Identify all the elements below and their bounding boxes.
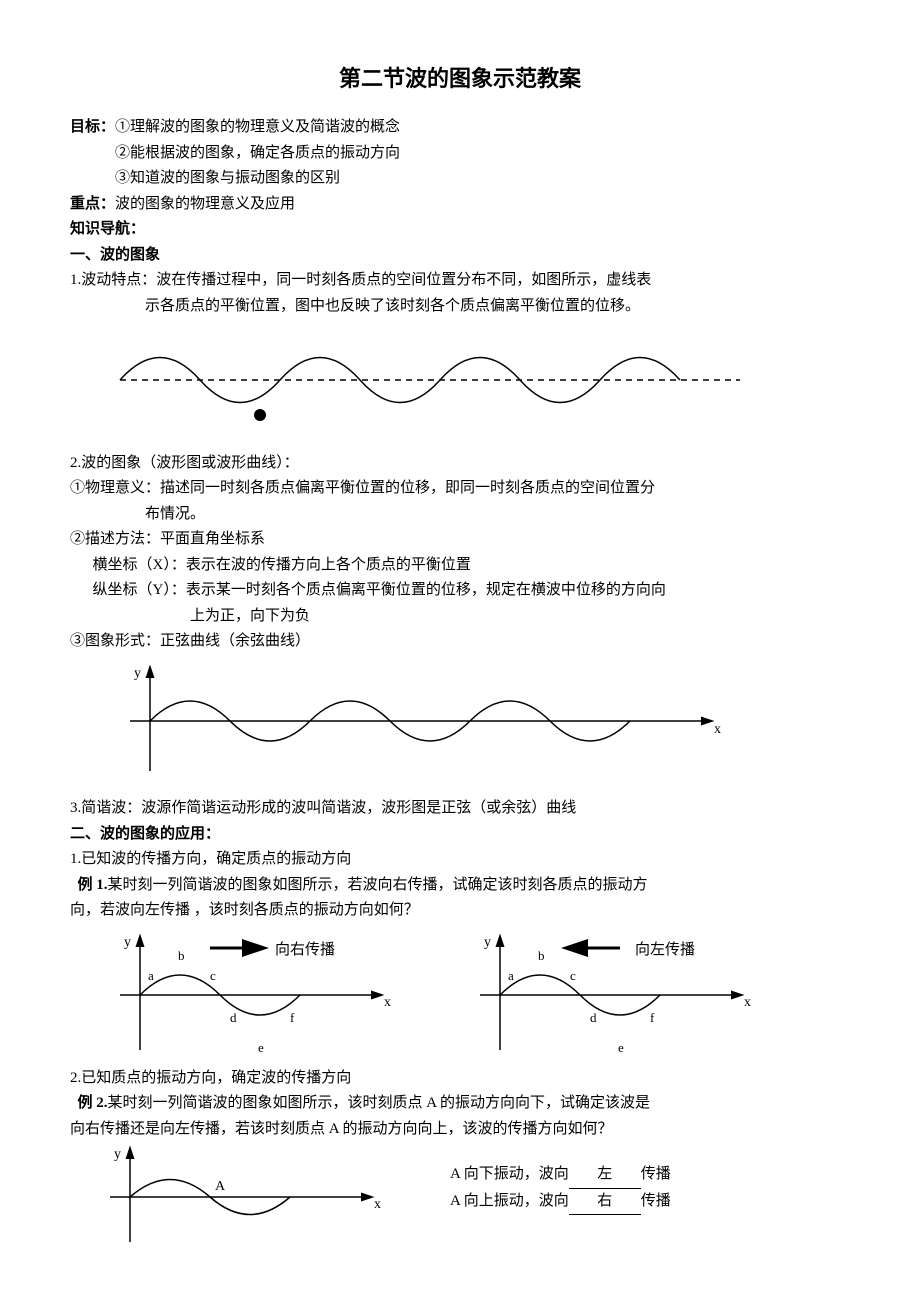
sec1-3-label: 3.简谐波： [70,800,141,816]
figure-ex1-row: y x 向右传播 a b c d e f y x 向左传播 a [90,930,850,1060]
axis-x-label-l: x [384,995,391,1010]
sec2-title: 二、波的图象的应用： [70,822,850,848]
page-title: 第二节波的图象示范教案 [70,60,850,97]
axis-x-label: x [714,722,721,737]
pt-a-r: a [508,968,514,983]
ans2: A 向上振动，波向右传播 [450,1189,671,1216]
goals-line-1: 目标：①理解波的图象的物理意义及简谐波的概念 [70,115,850,141]
sec1-2-2-y2: 上为正，向下为负 [70,604,850,630]
ex2-line-a: 例 2.某时刻一列简谐波的图象如图所示，该时刻质点 A 的振动方向向下，试确定该… [70,1091,850,1117]
pt-d-r: d [590,1010,597,1025]
sec1-2-1-a: 描述同一时刻各质点偏离平衡位置的位移，即同一时刻各质点的空间位置分 [160,480,655,496]
pt-b-r: b [538,948,545,963]
sec1-3: 3.简谐波：波源作简谐运动形成的波叫简谐波，波形图是正弦（或余弦）曲线 [70,796,850,822]
sec2-2: 2.已知质点的振动方向，确定波的传播方向 [70,1066,850,1092]
axis-x-label-ex2: x [374,1197,381,1212]
figure-ex2: y x A [90,1142,390,1252]
nav-label: 知识导航： [70,217,850,243]
ans2-c: 传播 [641,1193,671,1209]
ex2-a: 某时刻一列简谐波的图象如图所示，该时刻质点 A 的振动方向向下，试确定该波是 [108,1095,651,1111]
focus-line: 重点：波的图象的物理意义及应用 [70,192,850,218]
sec2-1: 1.已知波的传播方向，确定质点的振动方向 [70,847,850,873]
pt-a-l: a [148,968,154,983]
sec1-1-text-a: 波在传播过程中，同一时刻各质点的空间位置分布不同，如图所示，虚线表 [156,272,651,288]
pt-f-l: f [290,1010,295,1025]
axis-y-label-l: y [124,935,131,950]
sec1-2-3-text: 正弦曲线（余弦曲线） [160,633,310,649]
pt-b-l: b [178,948,185,963]
dir-right-label: 向右传播 [275,941,335,958]
ans2-a: A 向上振动，波向 [450,1193,569,1209]
sec1-2-3: ③图象形式：正弦曲线（余弦曲线） [70,629,850,655]
ex1-b: 向，若波向左传播 ，该时刻各质点的振动方向如何？ [70,898,850,924]
sec1-2-1-b: 布情况。 [70,502,850,528]
focus-label: 重点： [70,196,115,212]
sec1-title: 一、波的图象 [70,243,850,269]
sec1-2-1-label: ①物理意义： [70,480,160,496]
figure-wave-dashed [110,325,850,445]
ex2-label: 例 2. [78,1095,108,1111]
ans1-a: A 向下振动，波向 [450,1166,569,1182]
sec1-2-2-y1: 纵坐标（Y）：表示某一时刻各个质点偏离平衡位置的位移，规定在横波中位移的方向向 [70,578,850,604]
sec1-2-1: ①物理意义：描述同一时刻各质点偏离平衡位置的位移，即同一时刻各质点的空间位置分 [70,476,850,502]
sec1-2-2-label: ②描述方法： [70,531,160,547]
goals-label: 目标： [70,119,115,135]
pt-c-l: c [210,968,216,983]
pt-e-r: e [618,1040,624,1055]
axis-x-label-r: x [744,995,751,1010]
sec1-1-label: 1.波动特点： [70,272,156,288]
sec1-2-2-x: 横坐标（X）：表示在波的传播方向上各个质点的平衡位置 [70,553,850,579]
pt-c-r: c [570,968,576,983]
dir-left-label: 向左传播 [635,941,695,958]
axis-y-label: y [134,666,141,681]
pt-e-l: e [258,1040,264,1055]
ans1-c: 传播 [641,1166,671,1182]
ex2-b: 向右传播还是向左传播，若该时刻质点 A 的振动方向向上，该波的传播方向如何？ [70,1117,850,1143]
ans1: A 向下振动，波向左传播 [450,1162,671,1189]
sec1-1-line-a: 1.波动特点：波在传播过程中，同一时刻各质点的空间位置分布不同，如图所示，虚线表 [70,268,850,294]
sec1-2-2: ②描述方法：平面直角坐标系 [70,527,850,553]
goal-2: ②能根据波的图象，确定各质点的振动方向 [70,141,850,167]
goal-3: ③知道波的图象与振动图象的区别 [70,166,850,192]
axis-y-label-ex2: y [114,1147,121,1162]
sec1-2-2-text: 平面直角坐标系 [160,531,265,547]
ex1-a: 某时刻一列简谐波的图象如图所示，若波向右传播，试确定该时刻各质点的振动方 [108,877,648,893]
sec1-2-3-label: ③图象形式： [70,633,160,649]
sec1-2-label: 2.波的图象（波形图或波形曲线）： [70,451,850,477]
pt-A: A [215,1179,226,1194]
sec1-1-text-b: 示各质点的平衡位置，图中也反映了该时刻各个质点偏离平衡位置的位移。 [70,294,850,320]
ans1-b: 左 [569,1162,641,1189]
goal-1: ①理解波的图象的物理意义及简谐波的概念 [115,119,400,135]
sec1-3-text: 波源作简谐运动形成的波叫简谐波，波形图是正弦（或余弦）曲线 [141,800,576,816]
focus-text: 波的图象的物理意义及应用 [115,196,295,212]
figure-sine-axes: y x [110,661,850,791]
pt-d-l: d [230,1010,237,1025]
axis-y-label-r: y [484,935,491,950]
pt-f-r: f [650,1010,655,1025]
ex1-line-a: 例 1.某时刻一列简谐波的图象如图所示，若波向右传播，试确定该时刻各质点的振动方 [70,873,850,899]
ex2-answers: A 向下振动，波向左传播 A 向上振动，波向右传播 [450,1162,671,1215]
ans2-b: 右 [569,1189,641,1216]
ex1-label: 例 1. [78,877,108,893]
